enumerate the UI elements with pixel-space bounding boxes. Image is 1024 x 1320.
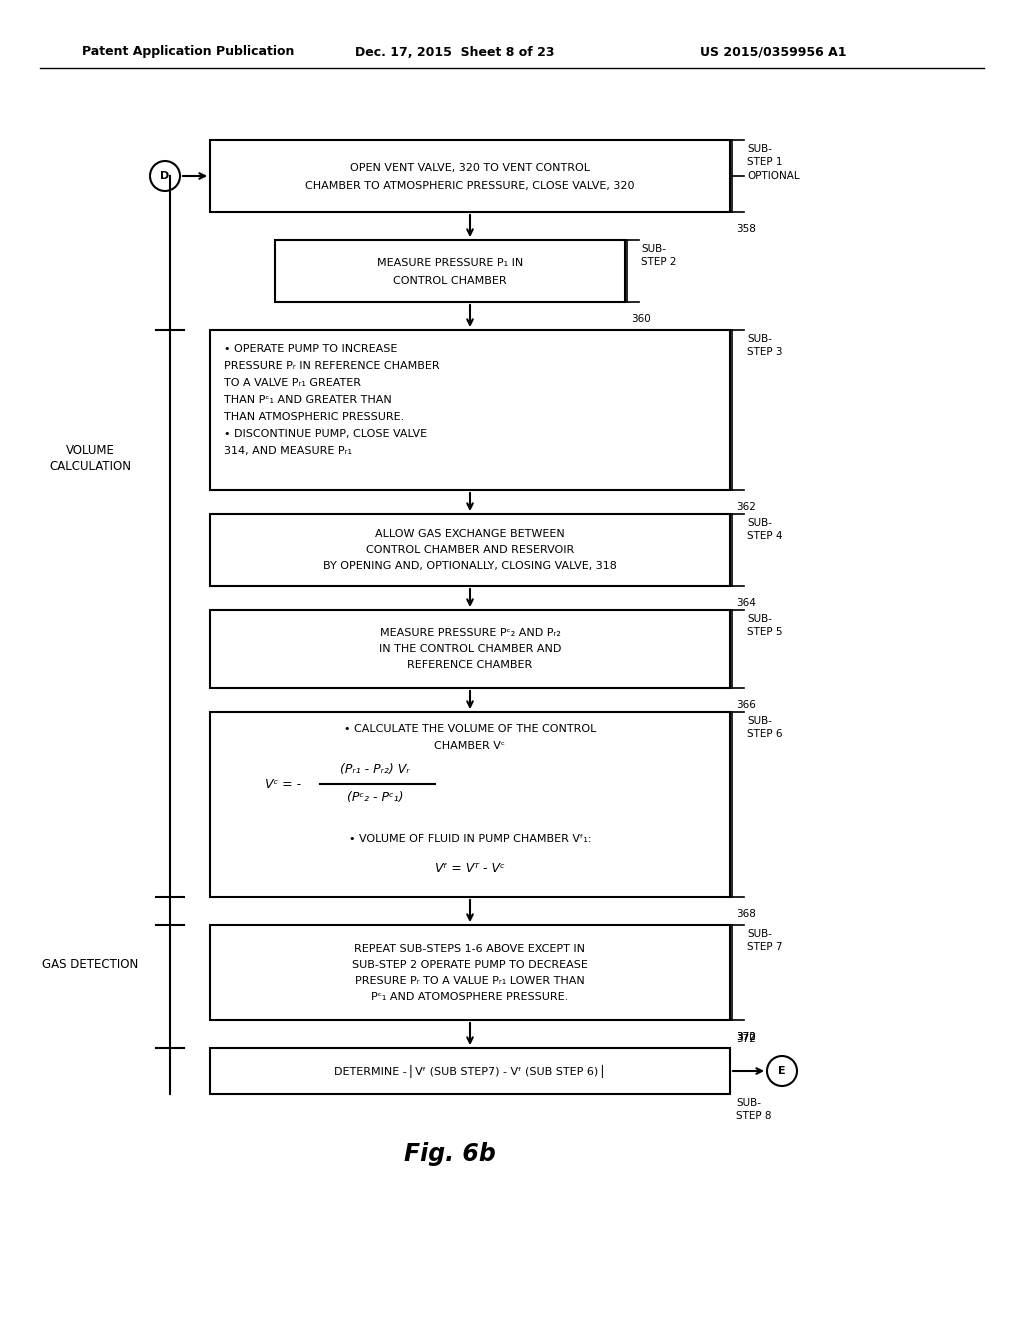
Text: 362: 362 bbox=[736, 502, 756, 512]
Text: SUB-: SUB- bbox=[641, 244, 666, 253]
Text: VOLUME: VOLUME bbox=[66, 444, 115, 457]
Text: CONTROL CHAMBER: CONTROL CHAMBER bbox=[393, 276, 507, 286]
Text: Pᶜ₁ AND ATOMOSPHERE PRESSURE.: Pᶜ₁ AND ATOMOSPHERE PRESSURE. bbox=[372, 991, 568, 1002]
Text: CHAMBER TO ATMOSPHERIC PRESSURE, CLOSE VALVE, 320: CHAMBER TO ATMOSPHERIC PRESSURE, CLOSE V… bbox=[305, 181, 635, 191]
Bar bbox=[210, 610, 730, 688]
Text: E: E bbox=[778, 1067, 785, 1076]
Text: • DISCONTINUE PUMP, CLOSE VALVE: • DISCONTINUE PUMP, CLOSE VALVE bbox=[224, 429, 427, 440]
Text: STEP 8: STEP 8 bbox=[736, 1111, 771, 1121]
Text: STEP 4: STEP 4 bbox=[746, 531, 782, 541]
Text: STEP 1: STEP 1 bbox=[746, 157, 782, 168]
Bar bbox=[210, 513, 730, 586]
Text: STEP 5: STEP 5 bbox=[746, 627, 782, 638]
Text: CALCULATION: CALCULATION bbox=[49, 459, 131, 473]
Text: STEP 7: STEP 7 bbox=[746, 942, 782, 952]
Text: Vᶠ = Vᵀ - Vᶜ: Vᶠ = Vᵀ - Vᶜ bbox=[435, 862, 505, 875]
Text: STEP 6: STEP 6 bbox=[746, 729, 782, 739]
Bar bbox=[210, 330, 730, 490]
Text: STEP 3: STEP 3 bbox=[746, 347, 782, 356]
Text: 372: 372 bbox=[736, 1032, 756, 1041]
Text: • VOLUME OF FLUID IN PUMP CHAMBER Vᶠ₁:: • VOLUME OF FLUID IN PUMP CHAMBER Vᶠ₁: bbox=[349, 834, 591, 843]
Text: SUB-: SUB- bbox=[746, 334, 772, 345]
Text: D: D bbox=[161, 172, 170, 181]
Text: THAN ATMOSPHERIC PRESSURE.: THAN ATMOSPHERIC PRESSURE. bbox=[224, 412, 404, 422]
Text: SUB-STEP 2 OPERATE PUMP TO DECREASE: SUB-STEP 2 OPERATE PUMP TO DECREASE bbox=[352, 960, 588, 969]
Text: REFERENCE CHAMBER: REFERENCE CHAMBER bbox=[408, 660, 532, 671]
Bar bbox=[210, 140, 730, 213]
Text: SUB-: SUB- bbox=[746, 517, 772, 528]
Text: 364: 364 bbox=[736, 598, 756, 609]
Text: (Pᶜ₂ - Pᶜ₁): (Pᶜ₂ - Pᶜ₁) bbox=[347, 792, 403, 804]
Text: TO A VALVE Pᵣ₁ GREATER: TO A VALVE Pᵣ₁ GREATER bbox=[224, 378, 361, 388]
Text: • OPERATE PUMP TO INCREASE: • OPERATE PUMP TO INCREASE bbox=[224, 345, 397, 354]
Text: 366: 366 bbox=[736, 700, 756, 710]
Text: • CALCULATE THE VOLUME OF THE CONTROL: • CALCULATE THE VOLUME OF THE CONTROL bbox=[344, 723, 596, 734]
Text: THAN Pᶜ₁ AND GREATER THAN: THAN Pᶜ₁ AND GREATER THAN bbox=[224, 395, 392, 405]
Text: SUB-: SUB- bbox=[746, 715, 772, 726]
Text: ALLOW GAS EXCHANGE BETWEEN: ALLOW GAS EXCHANGE BETWEEN bbox=[375, 529, 565, 539]
Text: MEASURE PRESSURE Pᶜ₂ AND Pᵣ₂: MEASURE PRESSURE Pᶜ₂ AND Pᵣ₂ bbox=[380, 628, 560, 638]
Text: OPTIONAL: OPTIONAL bbox=[746, 172, 800, 181]
Text: SUB-: SUB- bbox=[746, 614, 772, 624]
Text: OPEN VENT VALVE, 320 TO VENT CONTROL: OPEN VENT VALVE, 320 TO VENT CONTROL bbox=[350, 162, 590, 173]
Text: GAS DETECTION: GAS DETECTION bbox=[42, 958, 138, 972]
Text: MEASURE PRESSURE P₁ IN: MEASURE PRESSURE P₁ IN bbox=[377, 257, 523, 268]
Bar bbox=[210, 711, 730, 898]
Text: 368: 368 bbox=[736, 909, 756, 919]
Text: US 2015/0359956 A1: US 2015/0359956 A1 bbox=[700, 45, 847, 58]
Bar bbox=[210, 925, 730, 1020]
Text: BY OPENING AND, OPTIONALLY, CLOSING VALVE, 318: BY OPENING AND, OPTIONALLY, CLOSING VALV… bbox=[323, 561, 616, 572]
Text: CHAMBER Vᶜ: CHAMBER Vᶜ bbox=[434, 741, 506, 751]
Text: Vᶜ = -: Vᶜ = - bbox=[265, 777, 301, 791]
Text: Fig. 6b: Fig. 6b bbox=[404, 1142, 496, 1166]
Text: DETERMINE -⎪Vᶠ (SUB STEP7) - Vᶠ (SUB STEP 6)⎪: DETERMINE -⎪Vᶠ (SUB STEP7) - Vᶠ (SUB STE… bbox=[334, 1064, 606, 1077]
Text: IN THE CONTROL CHAMBER AND: IN THE CONTROL CHAMBER AND bbox=[379, 644, 561, 653]
Text: CONTROL CHAMBER AND RESERVOIR: CONTROL CHAMBER AND RESERVOIR bbox=[366, 545, 574, 554]
Text: Patent Application Publication: Patent Application Publication bbox=[82, 45, 294, 58]
Text: (Pᵣ₁ - Pᵣ₂) Vᵣ: (Pᵣ₁ - Pᵣ₂) Vᵣ bbox=[340, 763, 410, 776]
Text: SUB-: SUB- bbox=[736, 1098, 761, 1107]
Text: SUB-: SUB- bbox=[746, 144, 772, 154]
Text: Dec. 17, 2015  Sheet 8 of 23: Dec. 17, 2015 Sheet 8 of 23 bbox=[355, 45, 555, 58]
Text: PRESSURE Pᵣ IN REFERENCE CHAMBER: PRESSURE Pᵣ IN REFERENCE CHAMBER bbox=[224, 360, 439, 371]
Bar bbox=[275, 240, 625, 302]
Text: SUB-: SUB- bbox=[746, 929, 772, 939]
Text: 372: 372 bbox=[736, 1034, 756, 1044]
Text: REPEAT SUB-STEPS 1-6 ABOVE EXCEPT IN: REPEAT SUB-STEPS 1-6 ABOVE EXCEPT IN bbox=[354, 944, 586, 953]
Text: 314, AND MEASURE Pᵣ₁: 314, AND MEASURE Pᵣ₁ bbox=[224, 446, 352, 455]
Text: PRESURE Pᵣ TO A VALUE Pᵣ₁ LOWER THAN: PRESURE Pᵣ TO A VALUE Pᵣ₁ LOWER THAN bbox=[355, 975, 585, 986]
Text: 360: 360 bbox=[631, 314, 650, 323]
Text: 358: 358 bbox=[736, 224, 756, 234]
Text: STEP 2: STEP 2 bbox=[641, 257, 677, 267]
Bar bbox=[210, 1048, 730, 1094]
Text: 370: 370 bbox=[736, 1032, 756, 1041]
